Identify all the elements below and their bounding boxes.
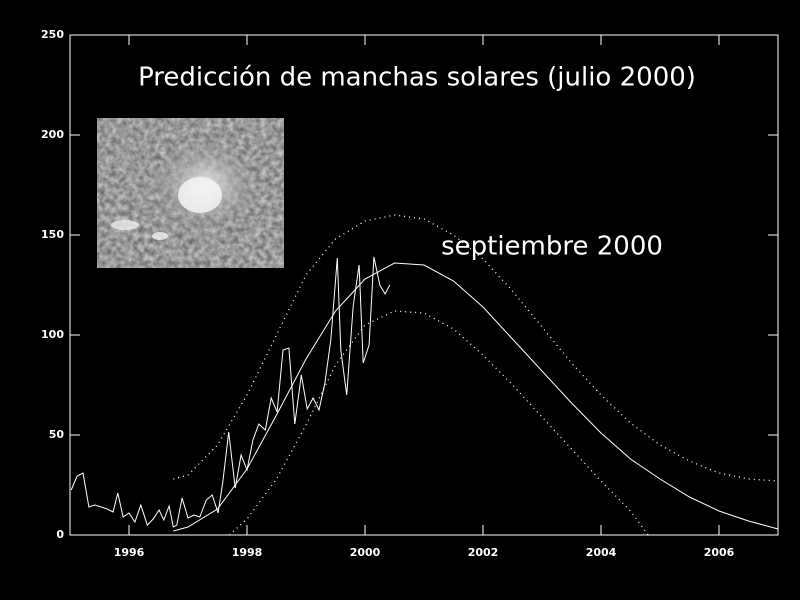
x-tick-label: 2000	[350, 546, 381, 559]
y-tick-label: 250	[41, 28, 64, 41]
y-tick-label: 50	[49, 428, 65, 441]
chart-title: Predicción de manchas solares (julio 200…	[138, 63, 696, 93]
x-tick-label: 2002	[468, 546, 499, 559]
x-tick-label: 2006	[704, 546, 735, 559]
y-tick-label: 100	[41, 328, 64, 341]
series-line	[228, 310, 649, 536]
x-tick-label: 1996	[114, 546, 145, 559]
y-tick-label: 0	[56, 528, 64, 541]
x-tick-label: 1998	[232, 546, 263, 559]
y-tick-label: 200	[41, 128, 64, 141]
annotation: septiembre 2000	[441, 232, 663, 262]
y-tick-label: 150	[41, 228, 64, 241]
plot-frame	[69, 34, 779, 536]
series-line	[70, 256, 391, 528]
inset-image	[97, 118, 284, 268]
x-tick-label: 2004	[586, 546, 617, 559]
series-line	[173, 262, 779, 532]
